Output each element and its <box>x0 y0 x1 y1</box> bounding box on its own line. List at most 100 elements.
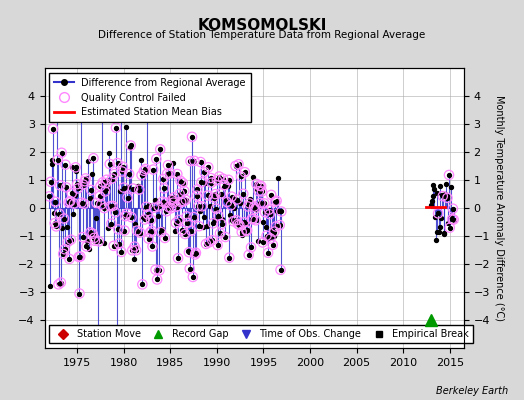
Point <box>276 267 285 273</box>
Point <box>194 203 202 209</box>
Point <box>216 230 224 236</box>
Point <box>247 244 255 250</box>
Point <box>192 192 201 199</box>
Point <box>231 196 239 202</box>
Point <box>89 230 97 237</box>
Point <box>150 205 158 211</box>
Point <box>196 159 205 165</box>
Point <box>121 213 129 219</box>
Point <box>232 217 241 223</box>
Point <box>199 224 207 230</box>
Point <box>257 183 265 189</box>
Point <box>247 244 255 250</box>
Point <box>162 208 171 214</box>
Point <box>137 172 146 178</box>
Point <box>261 209 269 216</box>
Point <box>276 222 284 228</box>
Point <box>103 184 112 191</box>
Point <box>101 188 110 195</box>
Point <box>61 162 70 168</box>
Point <box>229 218 237 224</box>
Point <box>147 216 155 223</box>
Point <box>182 213 191 220</box>
Point <box>450 216 458 223</box>
Point <box>86 229 94 236</box>
Point <box>55 210 63 217</box>
Point <box>95 238 103 245</box>
Point <box>136 229 144 236</box>
Point <box>58 150 66 156</box>
Point <box>70 200 78 207</box>
Point <box>448 216 456 222</box>
Point <box>261 209 269 216</box>
Point <box>217 221 226 227</box>
Point <box>79 234 87 240</box>
Point <box>181 231 189 237</box>
Point <box>72 168 81 175</box>
Point <box>97 201 105 208</box>
Point <box>242 221 250 228</box>
Y-axis label: Monthly Temperature Anomaly Difference (°C): Monthly Temperature Anomaly Difference (… <box>494 95 504 321</box>
Point <box>56 182 64 188</box>
Point <box>213 177 221 183</box>
Point <box>135 186 144 193</box>
Point <box>163 170 171 177</box>
Point <box>132 247 140 254</box>
Point <box>202 241 210 247</box>
Point <box>227 202 235 208</box>
Point <box>200 169 209 175</box>
Point <box>118 168 126 175</box>
Point <box>69 211 78 217</box>
Point <box>254 238 262 244</box>
Point <box>237 173 245 180</box>
Point <box>144 211 152 218</box>
Point <box>210 217 219 224</box>
Point <box>108 175 116 182</box>
Point <box>269 233 278 240</box>
Point <box>233 196 241 203</box>
Point <box>191 251 199 258</box>
Point <box>50 220 59 226</box>
Point <box>197 179 205 186</box>
Point <box>115 240 123 247</box>
Point <box>224 177 233 183</box>
Point <box>96 183 105 189</box>
Point <box>137 157 145 163</box>
Point <box>187 228 195 234</box>
Point <box>189 214 198 220</box>
Point <box>210 194 218 201</box>
Point <box>51 198 60 205</box>
Point <box>47 178 55 185</box>
Point <box>252 217 260 224</box>
Point <box>179 198 188 204</box>
Point <box>105 149 113 156</box>
Point <box>210 194 218 201</box>
Point <box>223 199 231 205</box>
Point <box>193 186 202 193</box>
Point <box>140 168 148 174</box>
Point <box>61 246 69 252</box>
Point <box>250 206 259 212</box>
Point <box>447 213 455 220</box>
Point <box>238 232 247 238</box>
Point <box>252 181 260 187</box>
Point <box>53 114 61 120</box>
Point <box>162 208 171 214</box>
Point <box>68 190 76 196</box>
Point <box>67 236 75 243</box>
Point <box>117 249 126 255</box>
Point <box>138 281 147 288</box>
Point <box>141 166 150 172</box>
Point <box>440 230 449 237</box>
Point <box>437 215 445 222</box>
Point <box>164 162 172 168</box>
Point <box>111 209 119 216</box>
Point <box>441 191 449 197</box>
Point <box>243 227 252 234</box>
Point <box>129 185 137 192</box>
Point <box>73 181 81 187</box>
Point <box>231 163 239 169</box>
Point <box>255 188 263 194</box>
Point <box>105 161 114 167</box>
Point <box>50 210 58 216</box>
